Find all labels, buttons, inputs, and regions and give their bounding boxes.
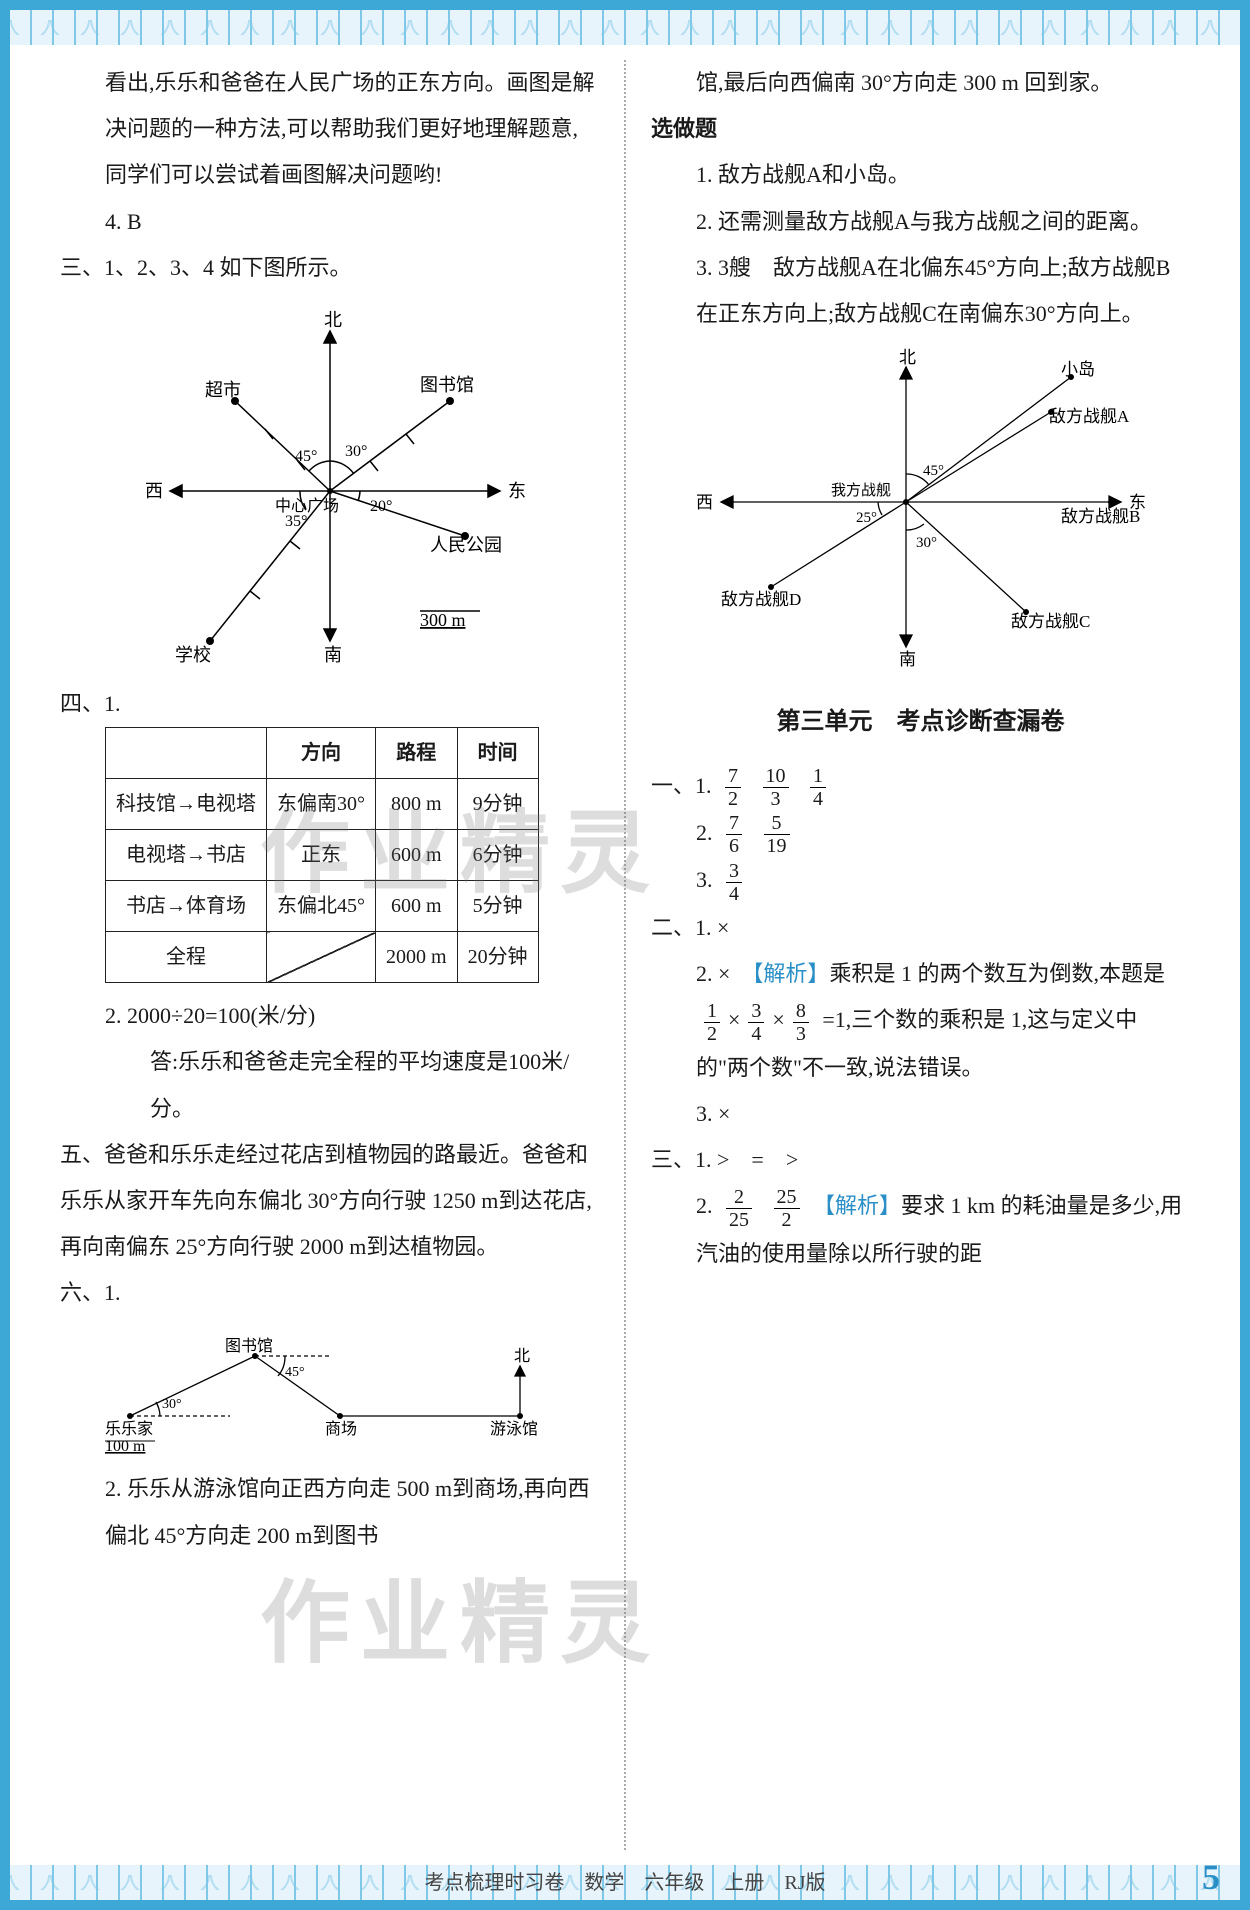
xuanzuo-heading: 选做题 xyxy=(651,106,1190,152)
san-1: 三、1. > = > xyxy=(651,1137,1190,1183)
san-2: 2. 225 252 【解析】要求 1 km 的耗油量是多少,用汽油的使用量除以… xyxy=(651,1183,1190,1277)
continuation-text: 看出,乐乐和爸爸在人民广场的正东方向。画图是解决问题的一种方法,可以帮助我们更好… xyxy=(60,60,599,199)
yi-3: 3. 34 xyxy=(651,857,1190,904)
er-1: 二、1. × xyxy=(651,905,1190,951)
th-distance: 路程 xyxy=(376,728,458,779)
svg-text:小岛: 小岛 xyxy=(1061,360,1095,379)
path-diagram-2: 乐乐家 图书馆 商场 游泳馆 100 m 北 30° 45° xyxy=(100,1326,560,1456)
th-blank xyxy=(106,728,267,779)
svg-text:商场: 商场 xyxy=(325,1420,357,1438)
q4-2: 2. 2000÷20=100(米/分) xyxy=(60,993,599,1039)
svg-text:敌方战舰A: 敌方战舰A xyxy=(1049,407,1130,426)
svg-text:我方战舰: 我方战舰 xyxy=(831,482,891,499)
footer-text: 考点梳理时习卷 数学 六年级 上册 RJ版 xyxy=(0,1866,1250,1895)
svg-text:敌方战舰C: 敌方战舰C xyxy=(1011,612,1090,631)
svg-text:乐乐家: 乐乐家 xyxy=(105,1420,153,1438)
svg-text:北: 北 xyxy=(514,1347,530,1365)
svg-text:图书馆: 图书馆 xyxy=(420,375,474,395)
svg-text:敌方战舰D: 敌方战舰D xyxy=(721,590,801,609)
route-table: 方向 路程 时间 科技馆→电视塔 东偏南30° 800 m 9分钟 电视塔→书店… xyxy=(105,727,539,983)
unit-3-title: 第三单元 考点诊断查漏卷 xyxy=(651,697,1190,747)
svg-text:30°: 30° xyxy=(345,443,367,460)
svg-text:西: 西 xyxy=(696,493,713,512)
x-q3: 3. 3艘 敌方战舰A在北偏东45°方向上;敌方战舰B在正东方向上;敌方战舰C在… xyxy=(651,245,1190,337)
svg-text:35°: 35° xyxy=(285,513,307,530)
svg-text:300 m: 300 m xyxy=(420,610,466,630)
page-content: 看出,乐乐和爸爸在人民广场的正东方向。画图是解决问题的一种方法,可以帮助我们更好… xyxy=(60,60,1190,1850)
x-q1: 1. 敌方战舰A和小岛。 xyxy=(651,152,1190,198)
x-q2: 2. 还需测量敌方战舰A与我方战舰之间的距离。 xyxy=(651,199,1190,245)
svg-text:图书馆: 图书馆 xyxy=(225,1337,273,1355)
q6-2: 2. 乐乐从游泳馆向正西方向走 500 m到商场,再向西偏北 45°方向走 20… xyxy=(60,1466,599,1558)
svg-text:东: 东 xyxy=(508,481,526,501)
svg-text:45°: 45° xyxy=(285,1365,305,1380)
svg-text:北: 北 xyxy=(899,348,916,367)
right-column: 馆,最后向西偏南 30°方向走 300 m 回到家。 选做题 1. 敌方战舰A和… xyxy=(626,60,1190,1850)
svg-text:南: 南 xyxy=(899,650,916,667)
svg-text:30°: 30° xyxy=(916,535,937,551)
th-time: 时间 xyxy=(457,728,538,779)
section-5: 五、爸爸和乐乐走经过花店到植物园的路最近。爸爸和乐乐从家开车先向东偏北 30°方… xyxy=(60,1132,599,1271)
svg-text:南: 南 xyxy=(324,645,342,665)
svg-text:30°: 30° xyxy=(162,1397,182,1412)
left-column: 看出,乐乐和爸爸在人民广场的正东方向。画图是解决问题的一种方法,可以帮助我们更好… xyxy=(60,60,624,1850)
svg-text:北: 北 xyxy=(324,310,342,330)
table-row: 科技馆→电视塔 东偏南30° 800 m 9分钟 xyxy=(106,779,539,830)
table-row: 全程 2000 m 20分钟 xyxy=(106,932,539,983)
svg-text:25°: 25° xyxy=(856,510,877,526)
yi-1: 一、1. 72 103 14 xyxy=(651,763,1190,810)
svg-text:敌方战舰B: 敌方战舰B xyxy=(1061,507,1140,526)
svg-text:45°: 45° xyxy=(923,463,944,479)
yi-2: 2. 76 519 xyxy=(651,810,1190,857)
svg-text:西: 西 xyxy=(145,481,163,501)
section-6-heading: 六、1. xyxy=(60,1270,599,1316)
page-number: 5 xyxy=(1202,1856,1220,1898)
th-direction: 方向 xyxy=(267,728,376,779)
table-row: 电视塔→书店 正东 600 m 6分钟 xyxy=(106,830,539,881)
compass-diagram-1: 北 南 东 西 中心广场 图书馆 超市 人民公园 学校 30° 45° 20° … xyxy=(120,301,540,671)
wave-border-top xyxy=(10,10,1240,45)
er-2: 2. × 【解析】乘积是 1 的两个数互为倒数,本题是 12×34×83 =1,… xyxy=(651,951,1190,1091)
svg-text:学校: 学校 xyxy=(175,645,211,665)
compass-diagram-3: 北 南 东 西 我方战舰 小岛 敌方战舰A 敌方战舰B 敌方战舰C 敌方战舰D … xyxy=(681,347,1161,667)
section-3-heading: 三、1、2、3、4 如下图所示。 xyxy=(60,245,599,291)
svg-text:游泳馆: 游泳馆 xyxy=(490,1420,538,1438)
answer-4: 4. B xyxy=(60,199,599,245)
table-row: 书店→体育场 东偏北45° 600 m 5分钟 xyxy=(106,881,539,932)
svg-text:20°: 20° xyxy=(370,498,392,515)
diagonal-cell xyxy=(267,932,376,983)
section-4-heading: 四、1. xyxy=(60,681,599,727)
q4-2-answer: 答:乐乐和爸爸走完全程的平均速度是100米/分。 xyxy=(60,1039,599,1131)
svg-text:超市: 超市 xyxy=(205,380,241,400)
continuation-right: 馆,最后向西偏南 30°方向走 300 m 回到家。 xyxy=(651,60,1190,106)
er-3: 3. × xyxy=(651,1091,1190,1137)
